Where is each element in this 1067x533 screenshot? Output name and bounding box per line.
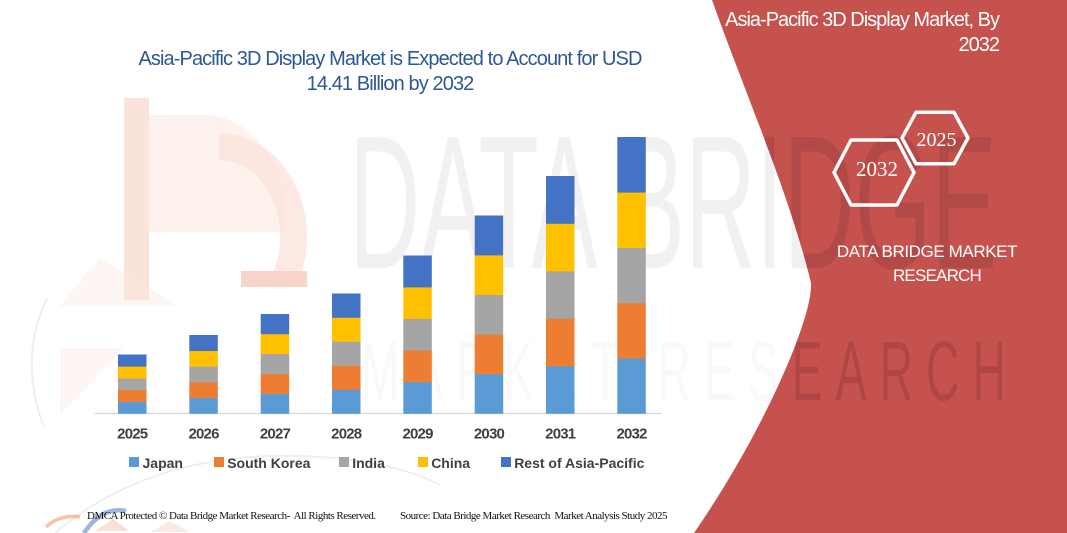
svg-text:2026: 2026 <box>188 425 219 442</box>
svg-text:2032: 2032 <box>856 157 898 181</box>
svg-text:2031: 2031 <box>545 425 576 442</box>
svg-text:2027: 2027 <box>260 425 291 442</box>
svg-text:2025: 2025 <box>917 129 957 151</box>
svg-text:2032: 2032 <box>616 425 647 442</box>
svg-text:2029: 2029 <box>402 425 433 442</box>
svg-text:DATA BRIDGE: DATA BRIDGE <box>349 97 997 309</box>
svg-text:2028: 2028 <box>331 425 362 442</box>
svg-text:2025: 2025 <box>117 425 148 442</box>
svg-text:2030: 2030 <box>474 425 505 442</box>
